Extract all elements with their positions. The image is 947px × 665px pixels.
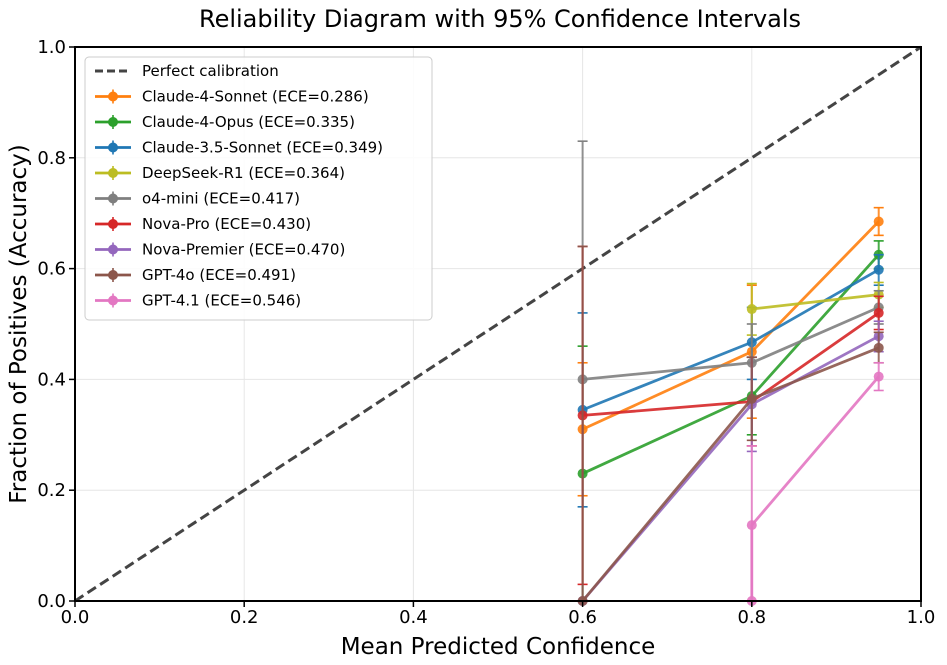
- legend: Perfect calibration Claude-4-Sonnet (ECE=…: [84, 56, 433, 321]
- legend-entry: Perfect calibration: [95, 62, 279, 80]
- series-8: [746, 361, 884, 606]
- series-4: [577, 140, 884, 602]
- legend-entry: Claude-3.5-Sonnet (ECE=0.349): [95, 139, 383, 157]
- data-point: [873, 342, 884, 353]
- legend-entry: GPT-4.1 (ECE=0.546): [95, 292, 301, 310]
- x-tick-label: 0.2: [230, 607, 259, 628]
- perfect-calibration-line: [74, 45, 922, 603]
- legend-swatch-marker: [108, 295, 118, 306]
- legend-entry: o4-mini (ECE=0.417): [95, 190, 300, 208]
- y-tick-label: 1.0: [37, 37, 66, 58]
- data-point: [746, 304, 757, 315]
- series-1: [577, 240, 884, 602]
- data-point: [873, 216, 884, 227]
- legend-label: Claude-4-Sonnet (ECE=0.286): [142, 88, 369, 106]
- legend-swatch-marker: [108, 117, 118, 127]
- reference-line-group: [74, 45, 922, 603]
- series-7: [577, 245, 884, 606]
- chart-title: Reliability Diagram with 95% Confidence …: [199, 5, 801, 33]
- data-point: [873, 371, 884, 382]
- y-tick-label: 0.4: [37, 369, 66, 390]
- series-2: [577, 253, 884, 508]
- legend-entry: Nova-Premier (ECE=0.470): [95, 241, 345, 259]
- series-5: [577, 245, 884, 586]
- x-tick-label: 0.8: [737, 607, 766, 628]
- legend-label: DeepSeek-R1 (ECE=0.364): [142, 164, 345, 182]
- x-tick-label: 1.0: [907, 607, 936, 628]
- y-tick-label: 0.6: [37, 259, 66, 280]
- axes: 0.0 0.2 0.4 0.6 0.8 1.0 0.0 0.2 0.4 0.6 0.8 1.0: [37, 37, 935, 628]
- legend-label: GPT-4.1 (ECE=0.546): [142, 292, 301, 310]
- data-point: [873, 264, 884, 275]
- legend-label: Nova-Pro (ECE=0.430): [142, 215, 311, 233]
- legend-label: Nova-Premier (ECE=0.470): [142, 241, 345, 259]
- y-tick-label: 0.8: [37, 148, 66, 169]
- y-axis-label: Fraction of Positives (Accuracy): [6, 144, 32, 504]
- legend-label: GPT-4o (ECE=0.491): [142, 266, 296, 284]
- legend-label: Claude-4-Opus (ECE=0.335): [142, 113, 355, 131]
- series-line: [750, 375, 880, 601]
- plot-frame: [74, 46, 922, 602]
- x-axis-label: Mean Predicted Confidence: [341, 634, 656, 660]
- x-tick-label: 0.0: [61, 607, 90, 628]
- legend-swatch-marker: [108, 270, 118, 280]
- data-point: [746, 393, 757, 404]
- legend-swatch-marker: [108, 193, 118, 204]
- legend-entry: Nova-Pro (ECE=0.430): [95, 215, 311, 233]
- legend-entry: Claude-4-Sonnet (ECE=0.286): [95, 88, 369, 106]
- x-tick-label: 0.6: [568, 607, 597, 628]
- series-line: [751, 293, 879, 311]
- series-line: [582, 268, 880, 412]
- legend-swatch-marker: [108, 91, 118, 102]
- data-point: [873, 307, 884, 318]
- series-group: [577, 140, 884, 606]
- legend-label: Claude-3.5-Sonnet (ECE=0.349): [142, 139, 383, 157]
- legend-swatch-marker: [108, 142, 118, 153]
- legend-box: [84, 56, 433, 321]
- legend-swatch-marker: [108, 244, 118, 255]
- legend-entry: DeepSeek-R1 (ECE=0.364): [95, 164, 345, 182]
- x-tick-label: 0.4: [399, 607, 428, 628]
- y-tick-label: 0.0: [37, 591, 66, 612]
- legend-swatch-marker: [108, 219, 118, 229]
- legend-swatch-marker: [108, 168, 118, 178]
- legend-label: o4-mini (ECE=0.417): [142, 190, 300, 208]
- y-tick-label: 0.2: [37, 480, 66, 501]
- data-point: [746, 520, 757, 531]
- legend-label: Perfect calibration: [142, 62, 279, 80]
- series-line: [581, 346, 880, 602]
- legend-entry: Claude-4-Opus (ECE=0.335): [95, 113, 355, 131]
- legend-entry: GPT-4o (ECE=0.491): [95, 266, 296, 284]
